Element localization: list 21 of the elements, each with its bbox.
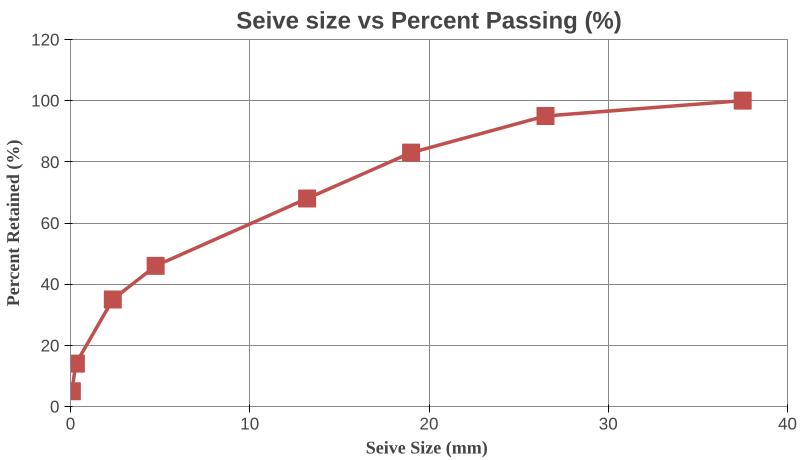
- chart-title: Seive size vs Percent Passing (%): [236, 8, 622, 34]
- y-tick-label: 0: [50, 398, 60, 416]
- x-tick-label: 0: [66, 414, 76, 434]
- x-tick-label: 30: [598, 414, 618, 434]
- x-axis-title: Seive Size (mm): [366, 438, 488, 458]
- x-tick-label: 40: [778, 414, 797, 434]
- point: [298, 190, 316, 208]
- point: [146, 256, 165, 275]
- y-tick-label: 20: [40, 336, 60, 356]
- y-axis-title: Percent Retained (%): [3, 140, 24, 306]
- y-tick-label: 40: [40, 275, 60, 294]
- y-tick-label: 80: [40, 152, 60, 172]
- y-tick-label: 60: [40, 214, 60, 233]
- y-tick-label: 120: [31, 30, 60, 50]
- x-tick-label: 20: [420, 414, 438, 434]
- y-tick-label: 100: [31, 92, 60, 111]
- point: [536, 106, 555, 125]
- x-tick-label: 10: [240, 414, 260, 434]
- point: [104, 290, 122, 308]
- point: [402, 144, 420, 162]
- point: [734, 92, 752, 110]
